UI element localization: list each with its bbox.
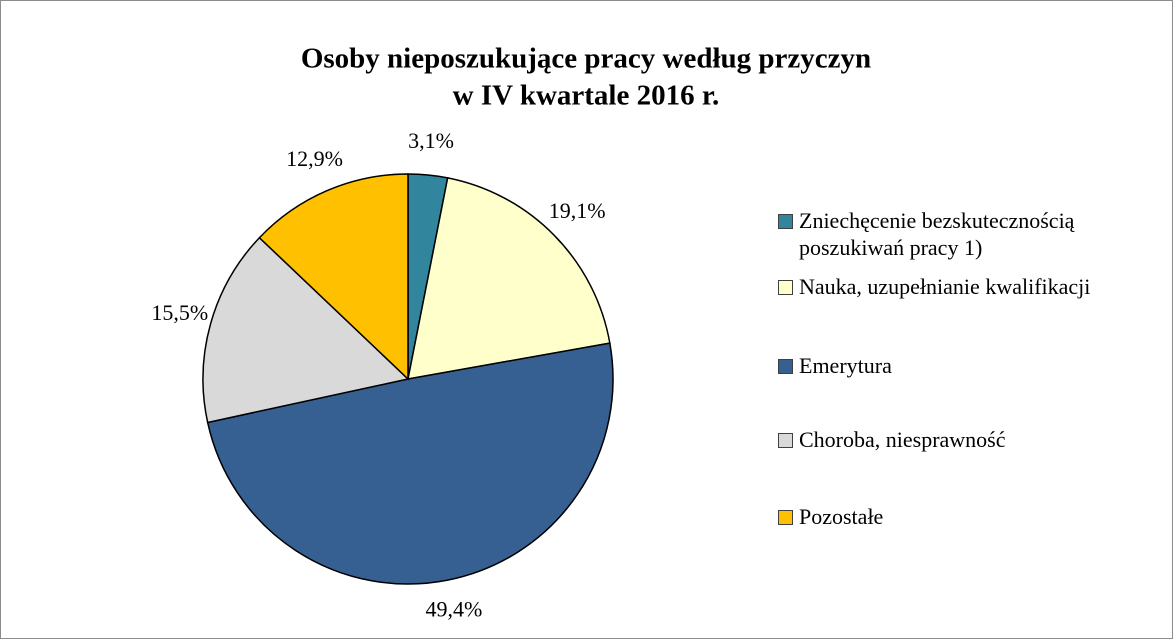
legend-label: Emerytura bbox=[799, 353, 892, 378]
legend-label: Pozostałe bbox=[799, 504, 884, 529]
legend-swatch bbox=[778, 359, 793, 374]
legend-item: Emerytura bbox=[778, 352, 1168, 379]
legend-label: Zniechęcenie bezskutecznością poszukiwań… bbox=[799, 208, 1075, 260]
legend-label: Choroba, niesprawność bbox=[799, 427, 1006, 452]
legend-item: Zniechęcenie bezskutecznością poszukiwań… bbox=[778, 207, 1168, 261]
data-label: 19,1% bbox=[549, 198, 606, 223]
chart-title: Osoby nieposzukujące pracy według przycz… bbox=[301, 43, 871, 75]
legend-label: Nauka, uzupełnianie kwalifikacji bbox=[799, 274, 1091, 299]
data-label: 15,5% bbox=[151, 300, 208, 325]
chart-title: w IV kwartale 2016 r. bbox=[453, 80, 720, 112]
legend-swatch bbox=[778, 510, 793, 525]
pie-slice bbox=[407, 176, 611, 380]
pie-slice bbox=[202, 236, 410, 424]
pie-slice bbox=[258, 173, 409, 381]
pie-slice bbox=[206, 342, 614, 585]
data-label: 49,4% bbox=[425, 597, 482, 622]
data-label: 3,1% bbox=[408, 128, 454, 153]
legend-swatch bbox=[778, 214, 793, 229]
legend-item: Choroba, niesprawność bbox=[778, 426, 1168, 453]
legend-item: Nauka, uzupełnianie kwalifikacji bbox=[778, 273, 1168, 300]
data-label: 12,9% bbox=[286, 146, 343, 171]
legend-swatch bbox=[778, 433, 793, 448]
legend-item: Pozostałe bbox=[778, 503, 1168, 530]
legend-swatch bbox=[778, 280, 793, 295]
